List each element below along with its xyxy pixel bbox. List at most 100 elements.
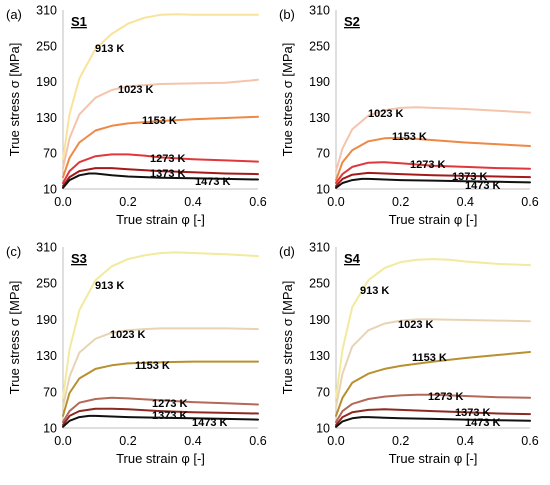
y-tick-label: 70 [43,385,57,399]
series-line-1023k [335,318,531,408]
series-line-1273k [335,393,531,423]
series-line-1473k [62,414,259,428]
panel-tag: S4 [344,251,361,266]
x-axis-label: True strain φ [-] [116,451,205,466]
series-line-1153k [62,115,259,179]
y-axis-label: True stress σ [MPa] [280,43,295,157]
series-label: 1023 K [118,84,154,96]
series-line-1373k [62,407,259,426]
chart-panel-s3: (c) S3 10 70 130 190 250 310 0.0 0.2 0.4 0.6 True st… [6,241,267,467]
y-axis-label: True stress σ [MPa] [7,281,22,395]
y-tick-label: 310 [309,4,330,18]
series-label: 1473 K [192,417,228,429]
y-tick-label: 250 [36,39,57,53]
x-tick-label: 0.2 [119,195,136,209]
series-line-913k [62,13,259,161]
x-tick-label: 0.6 [249,434,266,448]
series-line-1023k [62,327,259,408]
y-tick-label: 250 [309,277,330,291]
panel-letter: (d) [279,244,295,259]
y-tick-label: 10 [43,422,57,436]
x-axis-label: True strain φ [-] [116,212,205,227]
series-line-1473k [335,416,531,428]
series-line-1153k [335,136,531,182]
panel-letter: (b) [279,7,295,22]
series-line-1373k [62,167,259,187]
y-tick-label: 190 [309,313,330,327]
series-label: 1273 K [152,398,188,410]
x-tick-label: 0.0 [54,434,71,448]
chart-panel-s1: (a) S1 10 70 130 190 250 310 0.0 0.2 0.4 0.6 True st… [6,4,267,228]
series-label: 913 K [360,285,389,297]
y-tick-label: 190 [309,75,330,89]
series-line-913k [62,251,259,399]
panel-letter: (c) [6,244,21,259]
y-tick-label: 130 [36,111,57,125]
x-tick-label: 0.2 [119,434,136,448]
series-label: 1023 K [110,329,146,341]
y-tick-label: 190 [36,75,57,89]
x-tick-label: 0.0 [327,195,344,209]
y-axis-label: True stress σ [MPa] [280,281,295,395]
x-tick-label: 0.0 [54,195,71,209]
series-label: 1153 K [135,360,170,372]
panel-tag: S2 [344,14,360,29]
panel-tag: S3 [71,251,87,266]
series-label: 1153 K [142,115,177,127]
y-tick-label: 70 [316,147,330,161]
panel-letter: (a) [6,7,22,22]
y-tick-label: 70 [316,385,330,399]
x-axis-label: True strain φ [-] [389,451,478,466]
y-tick-label: 130 [309,111,330,125]
series-label: 1473 K [465,180,501,192]
series-line-1373k [335,408,531,426]
series-label: 1273 K [428,391,464,403]
series-line-1273k [62,153,259,184]
series-label: 1473 K [195,176,231,188]
series-line-1023k [62,78,259,170]
panel-tag: S1 [71,14,87,29]
y-tick-label: 310 [309,241,330,255]
y-tick-label: 310 [36,241,57,255]
y-tick-label: 250 [36,277,57,291]
series-label: 913 K [95,43,124,55]
series-line-1373k [335,171,531,187]
series-line-1273k [335,161,531,184]
chart-panel-s2: (b) S2 10 70 130 190 250 310 0.0 0.2 0.4 0.6 True st… [279,4,539,228]
x-tick-label: 0.2 [392,195,409,209]
x-tick-label: 0.4 [184,195,201,209]
x-axis-label: True strain φ [-] [389,212,478,227]
series-line-1473k [62,172,259,189]
y-tick-label: 130 [36,349,57,363]
x-tick-label: 0.4 [457,195,474,209]
y-tick-label: 190 [36,313,57,327]
y-axis-label: True stress σ [MPa] [7,43,22,157]
x-tick-label: 0.2 [392,434,409,448]
series-line-1023k [335,106,531,173]
series-label: 1023 K [398,319,434,331]
y-tick-label: 70 [43,147,57,161]
x-tick-label: 0.4 [184,434,201,448]
y-tick-label: 130 [309,349,330,363]
series-label: 1023 K [368,108,404,120]
chart-panel-s4: (d) S4 10 70 130 190 250 310 0.0 0.2 0.4 0.6 True st… [279,241,539,467]
x-tick-label: 0.6 [249,195,266,209]
x-tick-label: 0.0 [327,434,344,448]
series-label: 1373 K [452,171,488,183]
y-tick-label: 10 [316,183,330,197]
series-label: 1373 K [152,410,188,422]
series-label: 1153 K [392,131,427,143]
series-label: 1273 K [410,159,446,171]
series-label: 1273 K [150,153,186,165]
x-tick-label: 0.6 [521,434,538,448]
series-line-1153k [62,360,259,417]
y-tick-label: 250 [309,39,330,53]
x-tick-label: 0.6 [521,195,538,209]
series-line-1273k [62,396,259,423]
y-tick-label: 10 [316,422,330,436]
series-label: 1153 K [412,352,447,364]
y-tick-label: 10 [43,183,57,197]
x-tick-label: 0.4 [457,434,474,448]
series-line-1153k [335,351,531,417]
